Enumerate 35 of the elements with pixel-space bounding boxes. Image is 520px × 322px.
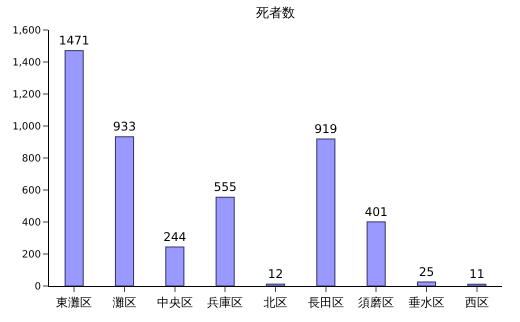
data-label: 12 xyxy=(268,267,284,282)
bar xyxy=(64,50,84,286)
y-tick-label: 800 xyxy=(22,154,41,164)
data-label: 25 xyxy=(418,265,434,279)
x-tick-label: 長田区 xyxy=(308,295,344,310)
bar xyxy=(165,246,184,286)
data-label: 244 xyxy=(163,230,186,244)
x-tick-label: 西区 xyxy=(464,295,489,310)
x-tick-label: 垂水区 xyxy=(408,295,444,310)
bar xyxy=(416,282,436,286)
x-tick-label: 灘区 xyxy=(112,295,136,310)
y-tick-label: 1,400 xyxy=(12,58,41,68)
bar xyxy=(366,221,386,286)
data-label: 933 xyxy=(113,120,136,134)
data-label: 1471 xyxy=(58,34,90,48)
x-tick-label: 東灘区 xyxy=(56,295,92,310)
data-label: 555 xyxy=(214,180,237,194)
data-label: 11 xyxy=(469,267,484,282)
y-tick-label: 1,600 xyxy=(12,26,41,36)
x-tick-label: 北区 xyxy=(264,295,288,310)
x-tick-label: 兵庫区 xyxy=(207,295,244,310)
y-tick-label: 1,200 xyxy=(12,90,41,100)
chart-title: 死者数 xyxy=(256,6,296,22)
y-tick-label: 0 xyxy=(34,282,41,292)
y-tick-label: 200 xyxy=(22,250,41,260)
data-label: 401 xyxy=(364,204,388,219)
y-tick-label: 1,000 xyxy=(12,122,41,132)
x-tick-label: 須磨区 xyxy=(358,295,394,310)
bar xyxy=(216,196,235,286)
y-tick-label: 400 xyxy=(22,218,41,228)
bar xyxy=(316,138,336,286)
x-tick-label: 中央区 xyxy=(156,295,193,310)
y-tick-label: 600 xyxy=(22,186,41,196)
data-label: 919 xyxy=(314,122,338,136)
bar xyxy=(114,136,134,286)
